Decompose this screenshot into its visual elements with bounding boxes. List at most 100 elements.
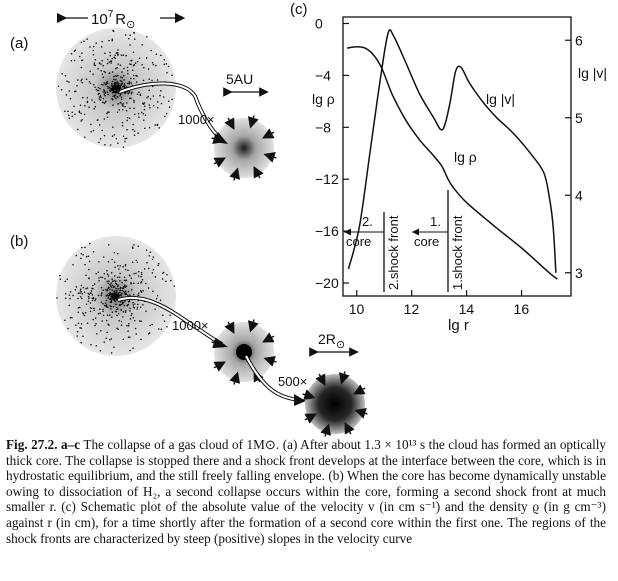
stipple-dot — [125, 310, 127, 312]
stipple-dot — [120, 294, 122, 297]
stipple-dot — [113, 134, 116, 136]
stipple-dot — [145, 57, 148, 59]
stipple-dot — [123, 291, 126, 294]
stipple-dot — [110, 298, 112, 301]
stipple-dot — [128, 81, 131, 83]
stipple-dot — [111, 280, 114, 283]
x-tick-label: 14 — [459, 301, 475, 317]
stipple-dot — [68, 114, 70, 116]
stipple-dot — [125, 137, 128, 139]
stipple-dot — [89, 82, 92, 85]
stipple-dot — [141, 278, 144, 281]
stipple-dot — [94, 86, 96, 88]
stipple-dot — [117, 54, 119, 56]
stipple-dot — [116, 96, 119, 98]
stipple-dot — [154, 308, 156, 311]
stipple-dot — [106, 269, 108, 272]
stipple-dot — [116, 252, 119, 255]
stipple-dot — [105, 304, 108, 306]
stipple-dot — [105, 299, 108, 302]
stipple-dot — [106, 280, 108, 282]
stipple-dot — [110, 295, 113, 298]
stipple-dot — [114, 87, 117, 89]
stipple-dot — [95, 272, 97, 275]
stipple-dot — [145, 310, 147, 312]
stipple-dot — [77, 292, 80, 294]
stipple-dot — [113, 299, 116, 302]
stipple-dot — [111, 71, 114, 73]
stipple-dot — [127, 294, 129, 296]
stipple-dot — [122, 290, 125, 293]
stipple-dot — [111, 39, 113, 42]
svg-text:core: core — [346, 234, 371, 249]
stipple-dot — [133, 74, 135, 77]
stipple-dot — [102, 303, 104, 305]
stipple-dot — [92, 49, 95, 52]
stipple-dot — [112, 298, 114, 301]
stipple-dot — [155, 53, 158, 56]
stipple-dot — [132, 123, 134, 126]
stipple-dot — [105, 337, 108, 339]
stipple-dot — [140, 338, 142, 341]
stipple-dot — [115, 81, 117, 84]
panel-a-label: (a) — [10, 35, 28, 52]
stipple-dot — [103, 273, 106, 275]
stipple-dot — [68, 81, 70, 83]
stipple-dot — [138, 320, 141, 322]
stipple-dot — [85, 274, 87, 277]
stipple-dot — [87, 292, 89, 295]
stipple-dot — [109, 291, 111, 294]
stipple-dot — [119, 289, 122, 292]
stipple-dot — [162, 314, 164, 316]
stipple-dot — [110, 308, 112, 310]
stipple-dot — [166, 326, 168, 328]
stipple-dot — [146, 36, 148, 38]
stipple-dot — [71, 317, 73, 319]
stipple-dot — [114, 291, 116, 294]
stipple-dot — [138, 292, 140, 295]
stipple-dot — [122, 85, 124, 88]
infall-arrows-second-core — [302, 371, 368, 437]
cloud-a-core-marker — [112, 86, 120, 94]
stipple-dot — [117, 292, 120, 295]
stipple-dot — [64, 280, 67, 283]
stipple-dot — [79, 290, 82, 292]
stipple-dot — [132, 128, 134, 131]
stipple-dot — [136, 75, 138, 77]
stipple-dot — [136, 306, 139, 309]
stipple-dot — [120, 96, 123, 99]
stipple-dot — [149, 106, 151, 109]
stipple-dot — [121, 80, 123, 83]
stipple-dot — [115, 52, 118, 54]
stipple-dot — [116, 81, 119, 84]
stipple-dot — [116, 66, 118, 69]
stipple-dot — [81, 246, 83, 249]
stipple-dot — [117, 49, 119, 51]
stipple-dot — [68, 90, 71, 92]
stipple-dot — [167, 65, 170, 68]
stipple-dot — [121, 108, 124, 111]
x-tick-label: 10 — [349, 301, 365, 317]
stipple-dot — [128, 117, 131, 119]
stipple-dot — [160, 90, 162, 92]
stipple-dot — [90, 131, 92, 133]
stipple-dot — [112, 85, 114, 87]
stipple-dot — [114, 94, 117, 96]
stipple-dot — [122, 316, 124, 318]
stipple-dot — [117, 142, 119, 144]
stipple-dot — [79, 306, 81, 309]
stipple-dot — [125, 109, 128, 112]
stipple-dot — [119, 264, 121, 267]
stipple-dot — [121, 121, 124, 124]
infall-arrow — [213, 361, 226, 372]
cloud-b-stipple — [56, 242, 175, 354]
stipple-dot — [68, 294, 71, 296]
stipple-dot — [70, 53, 73, 55]
stipple-dot — [91, 297, 93, 299]
stipple-dot — [151, 62, 154, 64]
stipple-dot — [116, 327, 118, 330]
stipple-dot — [93, 64, 95, 66]
stipple-dot — [95, 88, 98, 91]
stipple-dot — [126, 102, 128, 104]
stipple-dot — [133, 244, 135, 246]
